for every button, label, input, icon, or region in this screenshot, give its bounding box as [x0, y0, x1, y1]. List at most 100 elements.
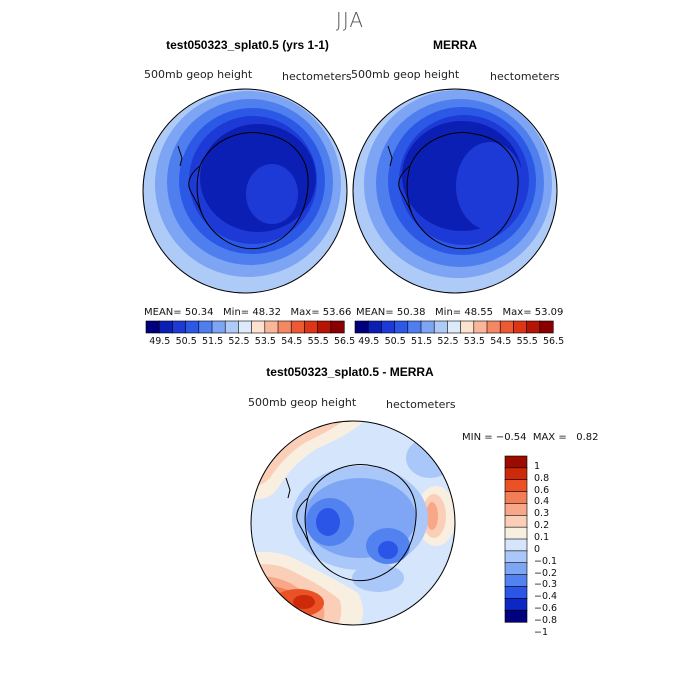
diff-colorbar-swatch: [504, 455, 528, 469]
obs-colorbar-tick-label: 50.5: [384, 336, 406, 347]
model-min-label: Min=: [223, 307, 250, 318]
diff-colorbar-tick-label: 0.3: [534, 508, 550, 520]
diff-colorbar-tick-label: 0.8: [534, 472, 550, 484]
obs-min-label: Min=: [435, 307, 462, 318]
model-max-value: 53.66: [322, 307, 352, 318]
obs-colorbar-swatch: [407, 320, 422, 334]
obs-mean-value: 50.38: [396, 307, 426, 318]
obs-colorbar-tick-label: 55.5: [516, 336, 538, 347]
model-min-value: 48.32: [252, 307, 281, 318]
obs-colorbar-tick-label: 51.5: [411, 336, 433, 347]
obs-panel-title: MERRA: [433, 38, 477, 52]
obs-max-value: 53.09: [534, 307, 564, 318]
model-colorbar: [145, 320, 345, 334]
model-colorbar-swatch: [277, 320, 292, 334]
model-colorbar-tick-label: 49.5: [149, 336, 171, 347]
obs-colorbar-swatch: [460, 320, 475, 334]
obs-colorbar-swatch: [486, 320, 501, 334]
obs-colorbar-ticks: 49.5 50.5 51.5 52.5 53.5 54.5 55.5 56.5: [355, 336, 564, 350]
diff-colorbar-ticks: 1 0.8 0.6 0.4 0.3 0.2 0.1 0 −0.1 −0.2 −0.3 −0.4 −0.6…: [534, 456, 574, 638]
model-stats: MEAN= 50.34 Min= 48.32 Max= 53.66: [144, 307, 351, 318]
model-colorbar-swatch: [264, 320, 279, 334]
obs-colorbar-tick-label: 53.5: [463, 336, 485, 347]
obs-colorbar-tick-label: 56.5: [543, 336, 565, 347]
diff-max-label: MAX =: [532, 432, 567, 443]
obs-colorbar-swatch: [394, 320, 409, 334]
model-variable-label: 500mb geop height: [144, 68, 253, 81]
model-colorbar-swatch: [211, 320, 226, 334]
obs-stats: MEAN= 50.38 Min= 48.55 Max= 53.09: [356, 307, 563, 318]
model-colorbar-swatch: [198, 320, 213, 334]
obs-colorbar-swatch: [367, 320, 382, 334]
diff-colorbar-tick-label: 0.1: [534, 532, 550, 543]
diff-units-label: hectometers: [386, 398, 456, 411]
diff-colorbar-swatch: [504, 609, 528, 623]
diff-colorbar-swatch: [504, 586, 528, 599]
diff-colorbar-tick-label: 0.6: [534, 484, 550, 496]
model-polar-map: [142, 88, 348, 294]
obs-mean-label: MEAN=: [356, 307, 394, 318]
diff-panel-title: test050323_splat0.5 - MERRA: [266, 365, 434, 379]
model-colorbar-swatch: [330, 320, 345, 334]
model-colorbar-swatch: [251, 320, 266, 334]
obs-colorbar-swatch: [447, 320, 462, 334]
obs-colorbar: [354, 320, 554, 334]
model-colorbar-tick-label: 53.5: [254, 336, 276, 347]
obs-colorbar-swatch: [539, 320, 554, 334]
obs-colorbar-swatch: [420, 320, 435, 334]
diff-colorbar-swatch: [504, 526, 528, 540]
model-colorbar-swatch: [185, 320, 200, 334]
obs-colorbar-swatch: [526, 320, 541, 334]
diff-colorbar-swatch: [504, 491, 528, 505]
model-colorbar-ticks: 49.5 50.5 51.5 52.5 53.5 54.5 55.5 56.5: [146, 336, 355, 350]
diff-colorbar-tick-label: −0.1: [534, 555, 558, 567]
model-colorbar-swatch: [290, 320, 305, 334]
model-colorbar-swatch: [158, 320, 173, 334]
diff-variable-label: 500mb geop height: [248, 396, 357, 409]
model-colorbar-swatch: [145, 320, 160, 334]
diff-colorbar-swatch: [504, 597, 528, 611]
diff-colorbar-tick-label: −0.2: [534, 567, 558, 579]
diff-colorbar-tick-label: −1: [534, 626, 549, 638]
obs-colorbar-swatch: [354, 320, 369, 334]
obs-max-label: Max=: [502, 307, 532, 318]
diff-colorbar-tick-label: 1: [534, 460, 541, 472]
diff-colorbar-tick-label: −0.3: [534, 579, 558, 591]
diff-colorbar: [504, 455, 528, 623]
model-colorbar-tick-label: 55.5: [307, 336, 329, 347]
model-colorbar-swatch: [304, 320, 319, 334]
model-colorbar-swatch: [172, 320, 187, 334]
diff-colorbar-swatch: [504, 467, 528, 481]
diff-colorbar-swatch: [504, 562, 528, 576]
model-units-label: hectometers: [282, 70, 352, 83]
model-colorbar-tick-label: 56.5: [334, 336, 356, 347]
obs-polar-map: [352, 88, 558, 294]
obs-colorbar-swatch: [381, 320, 396, 334]
model-colorbar-swatch: [224, 320, 239, 334]
obs-colorbar-tick-label: 52.5: [437, 336, 459, 347]
obs-colorbar-swatch: [473, 320, 488, 334]
diff-colorbar-swatch: [504, 514, 528, 528]
diff-colorbar-tick-label: 0.2: [534, 520, 550, 532]
diff-colorbar-tick-label: −0.4: [534, 591, 558, 603]
diff-min-label: MIN =: [462, 432, 493, 443]
model-panel-title: test050323_splat0.5 (yrs 1-1): [166, 38, 329, 52]
diff-colorbar-tick-label: 0: [534, 543, 541, 555]
obs-colorbar-swatch: [499, 320, 514, 334]
season-title: JJA: [335, 8, 365, 32]
obs-variable-label: 500mb geop height: [351, 68, 460, 81]
model-colorbar-swatch: [238, 320, 253, 334]
diff-polar-map: [250, 420, 456, 626]
diff-colorbar-swatch: [504, 574, 528, 588]
diff-min-value: −0.54: [495, 432, 527, 443]
obs-units-label: hectometers: [490, 70, 560, 83]
diff-colorbar-tick-label: −0.6: [534, 603, 558, 615]
diff-colorbar-tick-label: −0.8: [534, 615, 558, 626]
diff-colorbar-tick-label: 0.4: [534, 496, 550, 508]
obs-colorbar-tick-label: 54.5: [490, 336, 512, 347]
obs-colorbar-swatch: [513, 320, 528, 334]
diff-stats: MIN = −0.54 MAX = 0.82: [462, 432, 599, 443]
diff-max-value: 0.82: [576, 432, 599, 443]
obs-colorbar-swatch: [433, 320, 448, 334]
model-colorbar-tick-label: 50.5: [175, 336, 197, 347]
